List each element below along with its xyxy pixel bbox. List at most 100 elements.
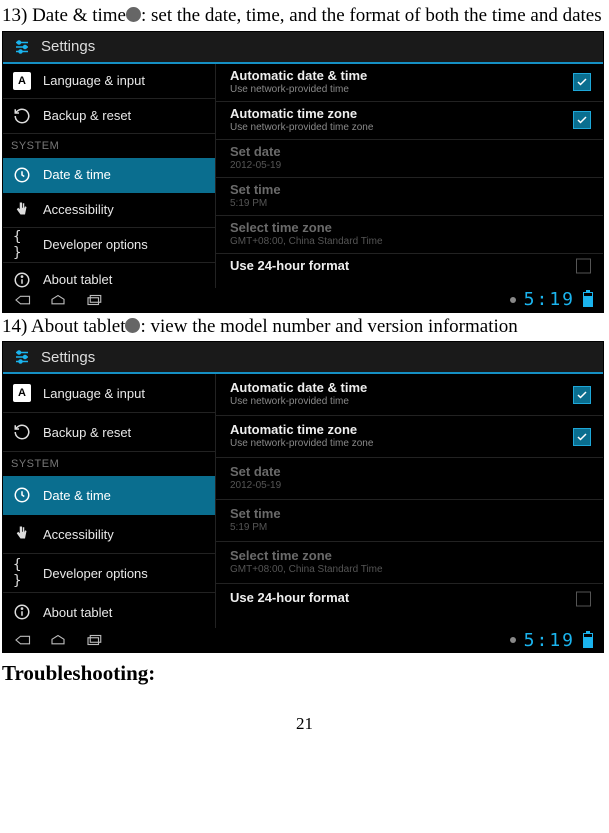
row-auto-datetime[interactable]: Automatic date & time Use network-provid…	[216, 374, 603, 416]
sidebar-item-backup[interactable]: Backup & reset	[3, 413, 215, 452]
sidebar-item-label: Backup & reset	[43, 108, 131, 123]
recents-icon[interactable]	[85, 293, 103, 307]
clock-icon	[13, 166, 31, 184]
row-subtitle: 2012-05-19	[230, 160, 589, 171]
sidebar-item-about[interactable]: About tablet	[3, 263, 215, 288]
row-title: Use 24-hour format	[230, 258, 589, 273]
row-subtitle: GMT+08:00, China Standard Time	[230, 236, 589, 247]
caption-13-tail: : set the date, time, and the format of …	[141, 5, 602, 26]
checkbox-checked-icon[interactable]	[573, 386, 591, 404]
screenshot-settings-1: Settings A Language & input Backup & res…	[2, 31, 604, 313]
signal-dot-icon	[510, 297, 516, 303]
checkbox-checked-icon[interactable]	[573, 428, 591, 446]
row-title: Select time zone	[230, 548, 589, 563]
settings-content: Automatic date & time Use network-provid…	[216, 374, 603, 628]
sidebar-item-datetime[interactable]: Date & time	[3, 476, 215, 515]
sidebar-item-developer[interactable]: { } Developer options	[3, 228, 215, 263]
row-auto-datetime[interactable]: Automatic date & time Use network-provid…	[216, 64, 603, 102]
sidebar-item-accessibility[interactable]: Accessibility	[3, 515, 215, 554]
row-subtitle: 5:19 PM	[230, 522, 589, 533]
clock-icon	[126, 7, 141, 22]
home-icon[interactable]	[49, 633, 67, 647]
row-auto-timezone[interactable]: Automatic time zone Use network-provided…	[216, 416, 603, 458]
settings-sliders-icon	[13, 348, 31, 366]
sidebar-item-label: About tablet	[43, 272, 112, 287]
row-subtitle: Use network-provided time zone	[230, 438, 589, 449]
row-24hour[interactable]: Use 24-hour format	[216, 254, 603, 279]
refresh-icon	[13, 107, 31, 125]
row-timezone: Select time zone GMT+08:00, China Standa…	[216, 542, 603, 584]
letter-a-icon: A	[13, 384, 31, 402]
info-icon	[13, 271, 31, 288]
row-subtitle: Use network-provided time zone	[230, 122, 589, 133]
caption-13: 13) Date & time : set the date, time, and…	[2, 4, 607, 29]
row-title: Set date	[230, 464, 589, 479]
back-icon[interactable]	[13, 293, 31, 307]
row-title: Set time	[230, 182, 589, 197]
sidebar-item-label: Developer options	[43, 237, 148, 252]
recents-icon[interactable]	[85, 633, 103, 647]
back-icon[interactable]	[13, 633, 31, 647]
row-subtitle: 5:19 PM	[230, 198, 589, 209]
row-24hour[interactable]: Use 24-hour format	[216, 584, 603, 613]
home-icon[interactable]	[49, 293, 67, 307]
caption-14-tail: : view the model number and version info…	[140, 316, 517, 337]
battery-icon	[583, 633, 593, 648]
braces-icon: { }	[13, 236, 31, 254]
settings-header: Settings	[3, 32, 603, 62]
statusbar-clock: 5:19	[524, 630, 575, 651]
row-title: Set time	[230, 506, 589, 521]
row-title: Automatic time zone	[230, 106, 589, 121]
refresh-icon	[13, 423, 31, 441]
sidebar-item-label: Date & time	[43, 488, 111, 503]
letter-a-icon: A	[13, 72, 31, 90]
row-title: Select time zone	[230, 220, 589, 235]
row-title: Automatic date & time	[230, 380, 589, 395]
settings-sliders-icon	[13, 38, 31, 56]
row-set-time: Set time 5:19 PM	[216, 178, 603, 216]
sidebar-item-label: Backup & reset	[43, 425, 131, 440]
sidebar-item-label: Date & time	[43, 167, 111, 182]
caption-13-lead: 13) Date & time	[2, 5, 126, 26]
settings-sidebar: A Language & input Backup & reset SYSTEM…	[3, 374, 215, 628]
sidebar-item-label: Developer options	[43, 566, 148, 581]
row-subtitle: GMT+08:00, China Standard Time	[230, 564, 589, 575]
sidebar-item-developer[interactable]: { } Developer options	[3, 554, 215, 593]
braces-icon: { }	[13, 564, 31, 582]
row-set-date: Set date 2012-05-19	[216, 458, 603, 500]
info-icon	[13, 603, 31, 621]
sidebar-item-language[interactable]: A Language & input	[3, 64, 215, 99]
info-icon	[125, 318, 140, 333]
row-auto-timezone[interactable]: Automatic time zone Use network-provided…	[216, 102, 603, 140]
sidebar-item-backup[interactable]: Backup & reset	[3, 99, 215, 134]
sidebar-item-label: Language & input	[43, 386, 145, 401]
checkbox-checked-icon[interactable]	[573, 111, 591, 129]
screenshot-settings-2: Settings A Language & input Backup & res…	[2, 341, 604, 653]
system-navbar: 5:19	[3, 628, 603, 652]
clock-icon	[13, 486, 31, 504]
sidebar-item-label: Accessibility	[43, 527, 114, 542]
settings-header: Settings	[3, 342, 603, 372]
settings-title: Settings	[41, 349, 95, 366]
row-set-time: Set time 5:19 PM	[216, 500, 603, 542]
settings-sidebar: A Language & input Backup & reset SYSTEM…	[3, 64, 215, 288]
row-timezone: Select time zone GMT+08:00, China Standa…	[216, 216, 603, 254]
row-subtitle: 2012-05-19	[230, 480, 589, 491]
sidebar-section-system: SYSTEM	[3, 452, 215, 476]
sidebar-section-system: SYSTEM	[3, 134, 215, 158]
sidebar-item-about[interactable]: About tablet	[3, 593, 215, 628]
system-navbar: 5:19	[3, 288, 603, 312]
checkbox-empty-icon[interactable]	[576, 591, 591, 606]
row-set-date: Set date 2012-05-19	[216, 140, 603, 178]
settings-content: Automatic date & time Use network-provid…	[216, 64, 603, 288]
checkbox-checked-icon[interactable]	[573, 73, 591, 91]
sidebar-item-accessibility[interactable]: Accessibility	[3, 193, 215, 228]
hand-icon	[13, 201, 31, 219]
sidebar-item-label: About tablet	[43, 605, 112, 620]
row-title: Use 24-hour format	[230, 590, 589, 605]
checkbox-empty-icon[interactable]	[576, 259, 591, 274]
caption-14: 14) About tablet: view the model number …	[2, 315, 607, 340]
sidebar-item-label: Accessibility	[43, 202, 114, 217]
sidebar-item-datetime[interactable]: Date & time	[3, 158, 215, 193]
sidebar-item-language[interactable]: A Language & input	[3, 374, 215, 413]
